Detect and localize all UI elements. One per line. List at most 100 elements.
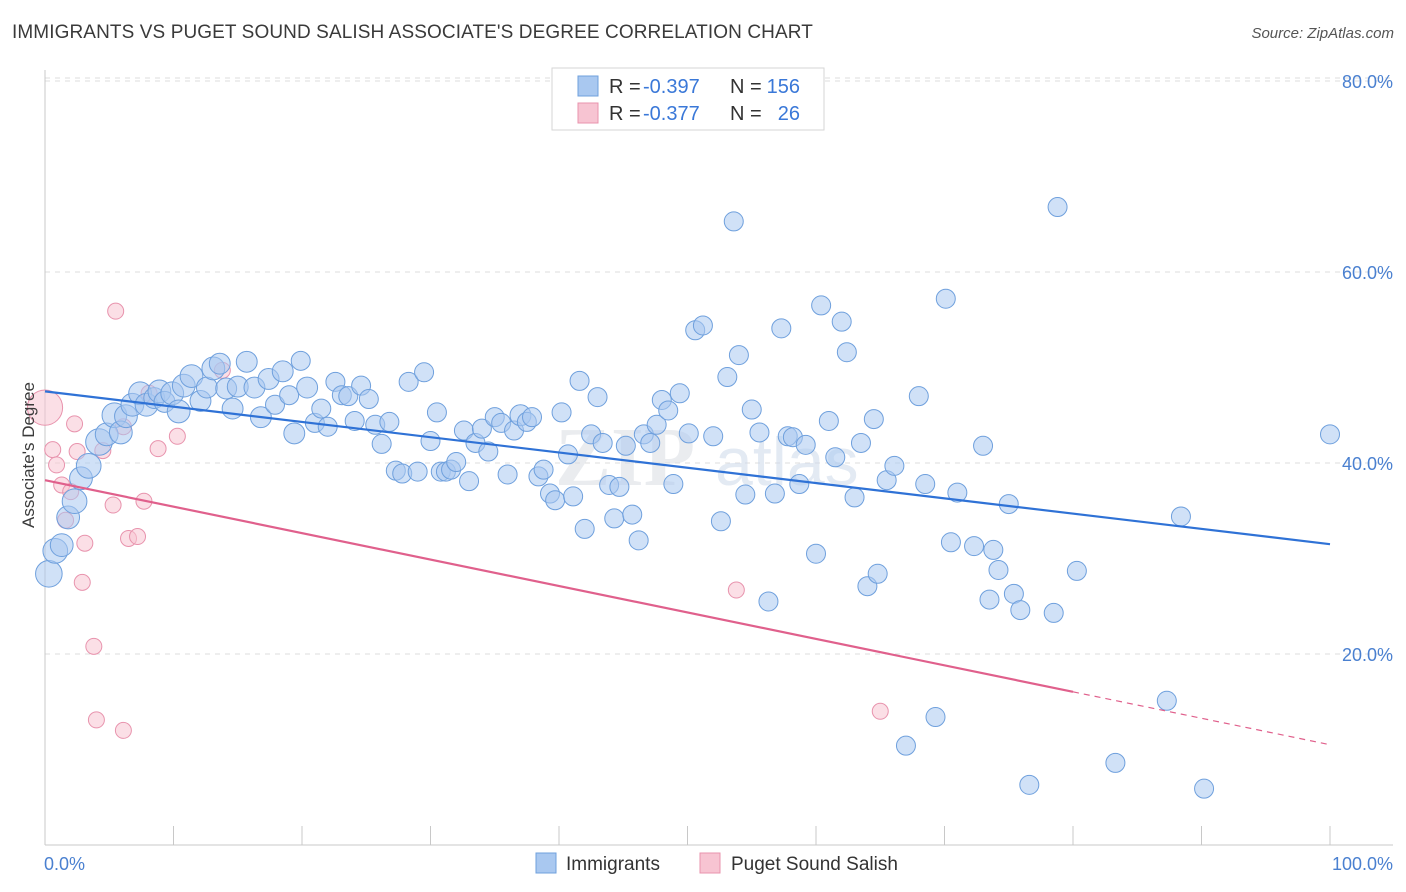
y-tick-label: 40.0% xyxy=(1342,454,1393,474)
x-tick-label-max: 100.0% xyxy=(1332,854,1393,874)
data-point xyxy=(850,432,871,453)
data-point xyxy=(831,311,852,332)
data-point xyxy=(168,427,186,445)
data-point xyxy=(290,350,311,371)
bottom-legend-swatch-immigrants xyxy=(535,852,557,874)
data-point xyxy=(871,702,889,720)
data-point xyxy=(414,362,435,383)
data-point xyxy=(235,350,258,373)
data-point xyxy=(609,476,630,497)
bottom-legend-swatch-salish xyxy=(699,852,721,874)
y-tick-label: 20.0% xyxy=(1342,645,1393,665)
trend-line-salish-extension xyxy=(1072,691,1331,746)
data-point xyxy=(867,563,888,584)
data-point xyxy=(407,461,428,482)
data-point xyxy=(104,496,122,514)
legend-swatch-salish xyxy=(577,102,599,124)
data-point xyxy=(344,410,365,431)
data-point xyxy=(221,397,244,420)
data-point xyxy=(964,536,985,557)
data-point xyxy=(1047,197,1068,218)
series-puget-sound-salish xyxy=(26,302,889,739)
data-point xyxy=(1156,690,1177,711)
data-point xyxy=(587,387,608,408)
data-point xyxy=(741,399,762,420)
data-point xyxy=(279,385,300,406)
data-point xyxy=(87,711,105,729)
data-point xyxy=(551,402,572,423)
data-point xyxy=(983,539,1004,560)
data-point xyxy=(895,735,916,756)
data-point xyxy=(563,486,584,507)
data-point xyxy=(49,533,74,558)
legend-r-label: R = xyxy=(609,103,641,125)
data-point xyxy=(640,432,661,453)
data-point xyxy=(426,402,447,423)
data-point xyxy=(271,360,294,383)
x-ticks xyxy=(44,826,1331,845)
legend-r-value: -0.397 xyxy=(643,76,700,98)
bottom-legend-label-immigrants: Immigrants xyxy=(566,854,660,875)
data-point xyxy=(1043,602,1064,623)
data-point xyxy=(107,302,125,320)
y-tick-labels: 20.0% 40.0% 60.0% 80.0% xyxy=(1342,72,1393,665)
data-point xyxy=(44,441,62,459)
data-point xyxy=(844,487,865,508)
y-axis-label: Associate's Degree xyxy=(19,382,38,528)
data-point xyxy=(615,435,636,456)
data-point xyxy=(1019,774,1040,795)
data-point xyxy=(66,415,84,433)
data-point xyxy=(459,471,480,492)
data-point xyxy=(371,433,392,454)
legend-n-label: N = xyxy=(730,76,762,98)
bottom-legend-label-salish: Puget Sound Salish xyxy=(731,854,898,875)
data-point xyxy=(574,518,595,539)
trend-line-salish xyxy=(44,479,1074,693)
data-point xyxy=(398,371,419,392)
y-tick-label: 80.0% xyxy=(1342,72,1393,92)
data-point xyxy=(166,399,191,424)
data-point xyxy=(758,591,779,612)
data-point xyxy=(947,482,968,503)
data-point xyxy=(379,411,400,432)
data-point xyxy=(908,386,929,407)
x-tick-label-min: 0.0% xyxy=(44,854,85,874)
data-point xyxy=(35,559,63,588)
series-immigrants xyxy=(35,197,1340,799)
data-point xyxy=(710,511,731,532)
data-point xyxy=(76,534,94,552)
data-point xyxy=(478,441,499,462)
data-point xyxy=(604,508,625,529)
legend-r-label: R = xyxy=(609,76,641,98)
data-point xyxy=(533,459,554,480)
data-point xyxy=(1010,600,1031,621)
legend-r-value: -0.377 xyxy=(643,103,700,125)
data-point xyxy=(569,370,590,391)
data-point xyxy=(61,488,88,515)
data-point xyxy=(935,288,956,309)
data-point xyxy=(420,431,441,452)
data-point xyxy=(1194,778,1215,799)
data-point xyxy=(764,483,785,504)
data-point xyxy=(1105,752,1126,773)
data-point xyxy=(940,532,961,553)
data-point xyxy=(497,464,518,485)
data-point xyxy=(973,435,994,456)
data-point xyxy=(806,543,826,564)
data-point xyxy=(825,447,846,468)
data-point xyxy=(669,383,690,404)
data-point xyxy=(149,440,167,458)
data-point xyxy=(795,434,816,455)
trend-line-immigrants xyxy=(44,390,1331,546)
axes-layer xyxy=(44,70,1393,846)
data-point xyxy=(727,581,745,599)
data-point xyxy=(735,484,756,505)
data-point xyxy=(75,453,102,479)
data-point xyxy=(283,422,306,445)
top-legend: R = -0.397 N = 156 R = -0.377 N = 26 xyxy=(551,67,825,131)
data-point xyxy=(1320,424,1340,445)
data-point xyxy=(646,414,667,435)
data-point xyxy=(26,389,64,426)
trend-lines xyxy=(44,390,1331,746)
